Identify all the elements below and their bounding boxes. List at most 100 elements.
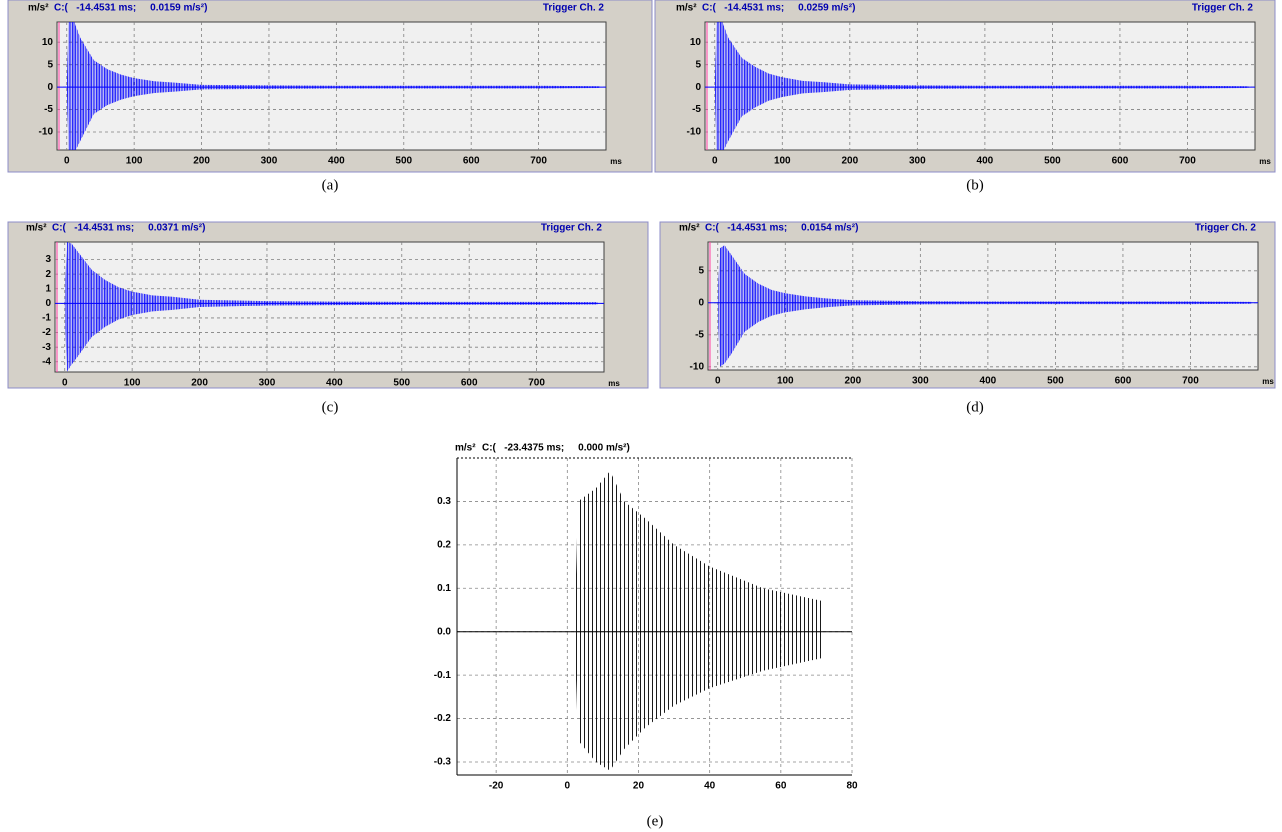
y-tick-label: -2: [42, 327, 51, 338]
x-tick-label: 400: [977, 156, 994, 167]
signal-envelope: [574, 631, 824, 771]
x-axis-label: ms: [608, 379, 620, 388]
x-tick-label: -20: [489, 781, 504, 792]
x-tick-label: 100: [774, 156, 791, 167]
x-tick-label: 700: [1179, 156, 1196, 167]
x-tick-label: 500: [1047, 376, 1064, 387]
signal-envelope: [717, 245, 1252, 303]
x-tick-label: 200: [191, 378, 208, 389]
y-tick-label: 0.0: [437, 626, 451, 637]
x-tick-label: 80: [846, 781, 858, 792]
x-tick-label: 600: [463, 156, 480, 167]
y-tick-label: 2: [45, 269, 51, 280]
y-tick-label: 0: [47, 82, 53, 93]
y-tick-label: -0.2: [434, 713, 452, 724]
y-tick-label: -0.3: [434, 757, 452, 768]
x-tick-label: 20: [633, 781, 645, 792]
caption: (c): [322, 399, 339, 415]
signal-envelope: [66, 87, 600, 150]
caption: (b): [966, 177, 984, 193]
x-tick-label: 0: [712, 156, 718, 167]
x-axis-label: ms: [610, 157, 622, 166]
x-tick-label: 60: [775, 781, 787, 792]
cursor-readout: C:( -23.4375 ms; 0.000 m/s²): [482, 443, 630, 454]
x-tick-label: 200: [841, 156, 858, 167]
x-tick-label: 500: [395, 156, 412, 167]
x-tick-label: 300: [912, 376, 929, 387]
y-tick-label: -5: [44, 104, 53, 115]
trigger-label: Trigger Ch. 2: [541, 223, 603, 234]
signal-envelope: [714, 87, 1249, 150]
trigger-label: Trigger Ch. 2: [1192, 3, 1254, 14]
y-tick-label: -10: [39, 127, 54, 138]
x-tick-label: 200: [193, 156, 210, 167]
cursor-readout: C:( -14.4531 ms; 0.0154 m/s²): [705, 223, 858, 234]
y-tick-label: 0.2: [437, 539, 451, 550]
y-tick-label: -10: [690, 361, 705, 372]
caption: (e): [647, 813, 664, 829]
y-tick-label: -3: [42, 342, 51, 353]
x-tick-label: 0: [62, 378, 68, 389]
x-tick-label: 100: [126, 156, 143, 167]
y-tick-label: -1: [42, 313, 51, 324]
x-tick-label: 100: [777, 376, 794, 387]
cursor-readout: C:( -14.4531 ms; 0.0371 m/s²): [52, 223, 205, 234]
signal-envelope: [66, 22, 600, 88]
y-tick-label: 0: [695, 82, 701, 93]
signal-envelope: [64, 242, 598, 304]
y-unit: m/s²: [679, 223, 700, 234]
x-tick-label: 700: [1182, 376, 1199, 387]
trigger-label: Trigger Ch. 2: [543, 3, 605, 14]
y-unit: m/s²: [26, 223, 47, 234]
x-tick-label: 300: [909, 156, 926, 167]
x-tick-label: 100: [124, 378, 141, 389]
y-tick-label: -0.1: [434, 670, 452, 681]
cursor-readout: C:( -14.4531 ms; 0.0159 m/s²): [54, 3, 207, 14]
y-tick-label: -4: [42, 356, 51, 367]
x-tick-label: 300: [259, 378, 276, 389]
x-tick-label: 40: [704, 781, 716, 792]
signal-envelope: [574, 471, 824, 632]
y-tick-label: 0: [698, 297, 704, 308]
signal-envelope: [714, 22, 1249, 88]
signal-envelope: [717, 302, 1252, 367]
y-tick-label: 3: [45, 254, 51, 265]
trigger-label: Trigger Ch. 2: [1195, 223, 1257, 234]
y-tick-label: -5: [695, 329, 704, 340]
x-tick-label: 400: [326, 378, 343, 389]
x-axis-label: ms: [1262, 377, 1274, 386]
x-tick-label: 500: [1044, 156, 1061, 167]
x-tick-label: 600: [1115, 376, 1132, 387]
y-tick-label: 0.3: [437, 496, 451, 507]
x-tick-label: 0: [565, 781, 571, 792]
y-tick-label: 10: [690, 37, 702, 48]
y-tick-label: 5: [698, 265, 704, 276]
x-tick-label: 600: [1112, 156, 1129, 167]
x-tick-label: 300: [261, 156, 278, 167]
caption: (d): [966, 399, 984, 415]
cursor-readout: C:( -14.4531 ms; 0.0259 m/s²): [702, 3, 855, 14]
x-axis-label: ms: [1259, 157, 1271, 166]
y-tick-label: 10: [42, 37, 54, 48]
y-tick-label: -5: [692, 104, 701, 115]
x-tick-label: 0: [715, 376, 721, 387]
x-tick-label: 200: [844, 376, 861, 387]
y-unit: m/s²: [676, 3, 697, 14]
y-tick-label: 0: [45, 298, 51, 309]
y-tick-label: 5: [695, 59, 701, 70]
x-tick-label: 600: [461, 378, 478, 389]
signal-envelope: [64, 303, 598, 372]
y-tick-label: 5: [47, 59, 53, 70]
y-tick-label: 1: [45, 283, 51, 294]
x-tick-label: 700: [528, 378, 545, 389]
caption: (a): [322, 177, 339, 193]
x-tick-label: 700: [530, 156, 547, 167]
y-unit: m/s²: [455, 443, 476, 454]
y-tick-label: -10: [687, 127, 702, 138]
y-unit: m/s²: [28, 3, 49, 14]
y-tick-label: 0.1: [437, 583, 451, 594]
x-tick-label: 400: [328, 156, 345, 167]
x-tick-label: 400: [980, 376, 997, 387]
x-tick-label: 0: [64, 156, 70, 167]
